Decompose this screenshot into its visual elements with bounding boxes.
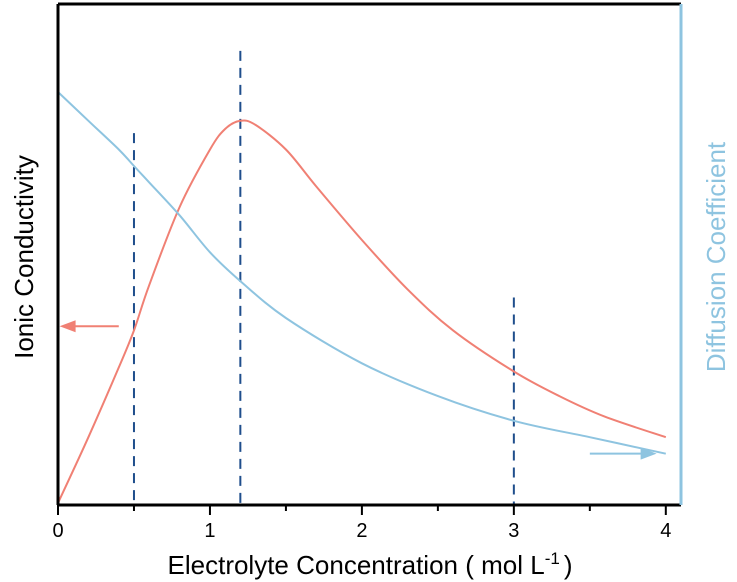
arrow-left-head	[59, 320, 76, 333]
series-layer	[57, 91, 667, 504]
series-line-right	[57, 91, 667, 455]
x-tick-label: 4	[660, 520, 671, 542]
left-y-axis-title: Ionic Conductivity	[9, 155, 39, 359]
x-axis-ticks	[57, 505, 667, 515]
x-tick-label: 1	[204, 520, 215, 542]
arrow-right-head	[640, 447, 657, 460]
x-tick-label: 0	[52, 520, 63, 542]
plot-frame	[56, 2, 683, 507]
x-axis-title: Electrolyte Concentration ( mol L-1)	[168, 549, 573, 580]
series-line-left	[57, 119, 667, 504]
x-axis-tick-labels: 0 1 2 3 4	[52, 520, 671, 542]
x-axis-title-main: Electrolyte Concentration ( mol L	[168, 550, 545, 580]
x-axis-title-superscript: -1	[545, 549, 560, 568]
right-y-axis-title: Diffusion Coefficient	[701, 141, 731, 372]
x-tick-label: 3	[508, 520, 519, 542]
reference-lines	[132, 50, 515, 505]
x-tick-label: 2	[356, 520, 367, 542]
x-axis-title-close: )	[564, 550, 573, 580]
arrow-layer	[59, 320, 657, 460]
